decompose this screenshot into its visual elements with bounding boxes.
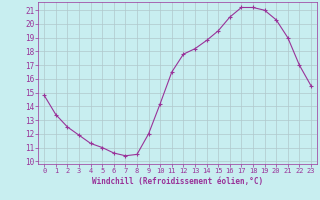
X-axis label: Windchill (Refroidissement éolien,°C): Windchill (Refroidissement éolien,°C) [92, 177, 263, 186]
